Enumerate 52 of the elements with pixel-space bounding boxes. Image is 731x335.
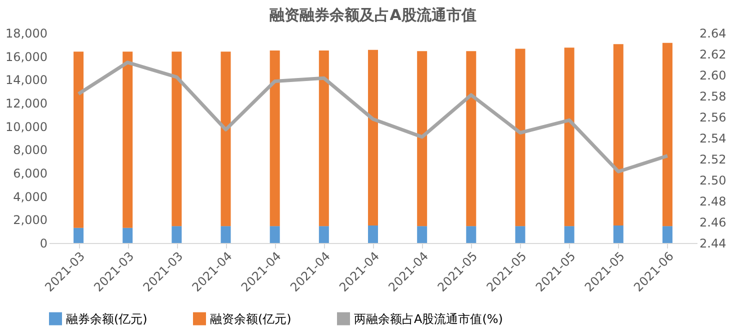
y2-tick-label: 2.50: [700, 174, 726, 188]
bar: [662, 42, 672, 226]
y2-tick-label: 2.52: [700, 152, 726, 166]
line-series: [76, 60, 670, 174]
bar: [662, 226, 672, 243]
bar: [368, 50, 378, 226]
bar: [122, 52, 133, 228]
bar: [318, 226, 329, 243]
bar: [417, 226, 428, 243]
bar: [515, 48, 526, 226]
y2-tick-label: 2.48: [700, 194, 726, 208]
bar: [466, 51, 476, 226]
y-tick-label: 0: [40, 236, 48, 250]
y-tick-label: 6,000: [13, 166, 48, 180]
y-tick-label: 4,000: [13, 190, 48, 204]
y2-tick-label: 2.56: [700, 110, 726, 124]
bar: [318, 50, 329, 226]
y2-tick-label: 2.58: [700, 90, 726, 104]
bar: [74, 52, 84, 228]
bar: [515, 226, 526, 243]
y2-tick-label: 2.54: [700, 132, 726, 146]
y-tick-label: 12,000: [6, 96, 48, 110]
chart-title: 融资融券余额及占A股流通市值: [270, 6, 476, 24]
bar: [613, 226, 624, 243]
bar: [466, 226, 476, 243]
y2-tick-label: 2.46: [700, 216, 726, 230]
y-tick-label: 10,000: [6, 120, 48, 134]
y-tick-label: 18,000: [6, 26, 48, 40]
y2-tick-label: 2.64: [700, 26, 726, 40]
bar: [172, 52, 182, 226]
bar: [564, 48, 574, 226]
bar: [172, 226, 182, 243]
bar: [564, 226, 574, 243]
y-tick-label: 16,000: [6, 50, 48, 64]
bar: [220, 226, 231, 243]
y-tick-label: 2,000: [13, 213, 48, 228]
y-tick-label: 8,000: [13, 143, 48, 158]
bar: [270, 50, 280, 226]
bar: [122, 228, 133, 243]
legend-label: 两融余额占A股流通市值(%): [354, 312, 503, 326]
y2-tick-label: 2.60: [700, 68, 726, 82]
bar: [368, 226, 378, 243]
bar: [220, 52, 231, 226]
y-tick-label: 14,000: [6, 73, 48, 88]
y2-tick-label: 2.44: [700, 236, 726, 250]
bar: [613, 44, 624, 226]
bar: [270, 226, 280, 243]
bar: [74, 228, 84, 243]
bar: [417, 51, 428, 226]
legend-label: 融资余额(亿元): [210, 312, 292, 326]
legend-label: 融券余额(亿元): [66, 312, 148, 326]
y2-tick-label: 2.62: [700, 48, 726, 62]
